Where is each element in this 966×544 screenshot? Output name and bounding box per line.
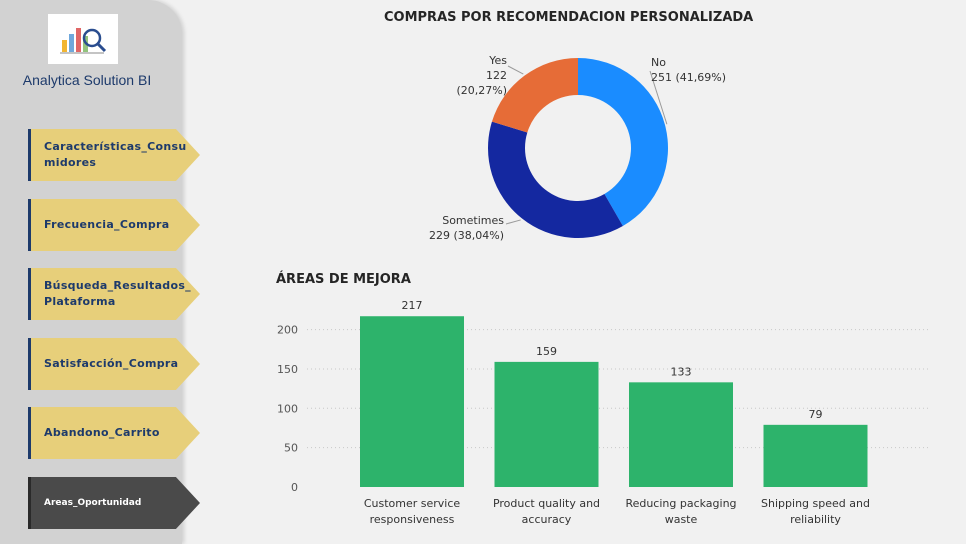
bar-4 — [763, 424, 868, 487]
x-category-label: waste — [665, 513, 698, 526]
bar-value-label: 133 — [671, 365, 692, 378]
nav-item-caracteristicas-consumidores[interactable]: Características_Consu midores — [28, 129, 200, 181]
analytics-logo-icon — [60, 28, 107, 54]
bar-2 — [494, 361, 599, 487]
y-tick-label: 200 — [277, 324, 298, 337]
donut-label-no-value: 251 (41,69%) — [651, 71, 727, 84]
donut-label-sometimes-name: Sometimes — [442, 214, 504, 227]
x-category-label: Shipping speed and — [761, 497, 870, 510]
x-category-label: responsiveness — [370, 513, 455, 526]
nav-item-label: Satisfacción_Compra — [44, 357, 179, 370]
x-category-label: Reducing packaging — [625, 497, 736, 510]
donut-label-yes-name: Yes — [489, 54, 507, 67]
nav-item-frecuencia-compra[interactable]: Frecuencia_Compra — [28, 199, 200, 251]
bar-value-label: 79 — [809, 408, 823, 421]
y-tick-label: 50 — [284, 442, 298, 455]
donut-label-no-name: No — [651, 56, 666, 69]
nav-item-label: Frecuencia_Compra — [44, 218, 170, 231]
y-tick-label: 150 — [277, 363, 298, 376]
y-tick-label: 100 — [277, 402, 298, 415]
donut-label-no: No 251 (41,69%) — [651, 55, 726, 85]
donut-label-yes-value: 122 (20,27%) — [456, 69, 507, 97]
x-category-label: accuracy — [522, 513, 572, 526]
nav-item-label: Abandono_Carrito — [44, 426, 160, 439]
x-category-label: Customer service — [364, 497, 461, 510]
brand-name: Analytica Solution BI — [22, 72, 152, 88]
donut-label-sometimes: Sometimes 229 (38,04%) — [428, 213, 504, 243]
nav-item-areas-oportunidad[interactable]: Areas_Oportunidad — [28, 477, 200, 529]
x-category-label: Product quality and — [493, 497, 600, 510]
nav-item-busqueda-resultados[interactable]: Búsqueda_Resultados_ Plataforma — [28, 268, 200, 320]
nav-item-abandono-carrito[interactable]: Abandono_Carrito — [28, 407, 200, 459]
nav-item-satisfaccion-compra[interactable]: Satisfacción_Compra — [28, 338, 200, 390]
donut-label-yes: Yes 122 (20,27%) — [433, 53, 507, 98]
nav-item-label: Areas_Oportunidad — [44, 498, 142, 508]
nav-item-label: Búsqueda_Resultados_ Plataforma — [44, 279, 191, 308]
bar-3 — [629, 382, 733, 487]
bar-value-label: 159 — [536, 345, 557, 358]
nav-item-label: Características_Consu midores — [44, 140, 187, 169]
donut-label-sometimes-value: 229 (38,04%) — [428, 229, 504, 242]
bar-1 — [360, 316, 464, 487]
y-tick-label: 0 — [291, 481, 298, 494]
bar-chart-title: ÁREAS DE MEJORA — [276, 272, 411, 287]
x-category-label: reliability — [790, 513, 841, 526]
logo — [48, 14, 118, 64]
donut-chart-title: COMPRAS POR RECOMENDACION PERSONALIZADA — [384, 10, 754, 25]
bar-value-label: 217 — [402, 299, 423, 312]
